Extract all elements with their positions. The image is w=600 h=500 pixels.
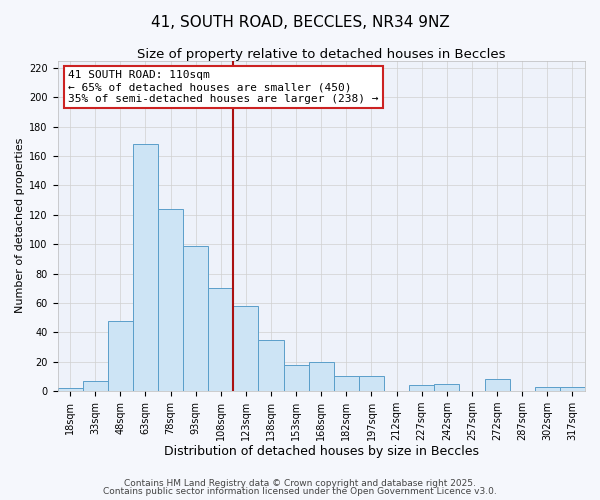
- Text: Contains HM Land Registry data © Crown copyright and database right 2025.: Contains HM Land Registry data © Crown c…: [124, 478, 476, 488]
- Bar: [434, 384, 460, 391]
- Bar: [259, 340, 284, 391]
- Bar: [308, 362, 334, 391]
- Bar: [485, 380, 509, 391]
- Bar: [560, 386, 585, 391]
- Bar: [83, 381, 108, 391]
- Bar: [334, 376, 359, 391]
- Bar: [183, 246, 208, 391]
- Text: 41, SOUTH ROAD, BECCLES, NR34 9NZ: 41, SOUTH ROAD, BECCLES, NR34 9NZ: [151, 15, 449, 30]
- Bar: [158, 209, 183, 391]
- Bar: [359, 376, 384, 391]
- Bar: [133, 144, 158, 391]
- Title: Size of property relative to detached houses in Beccles: Size of property relative to detached ho…: [137, 48, 506, 60]
- Bar: [535, 386, 560, 391]
- Bar: [108, 320, 133, 391]
- Bar: [58, 388, 83, 391]
- Bar: [409, 385, 434, 391]
- Text: Contains public sector information licensed under the Open Government Licence v3: Contains public sector information licen…: [103, 487, 497, 496]
- X-axis label: Distribution of detached houses by size in Beccles: Distribution of detached houses by size …: [164, 444, 479, 458]
- Bar: [284, 364, 308, 391]
- Text: 41 SOUTH ROAD: 110sqm
← 65% of detached houses are smaller (450)
35% of semi-det: 41 SOUTH ROAD: 110sqm ← 65% of detached …: [68, 70, 379, 104]
- Bar: [233, 306, 259, 391]
- Y-axis label: Number of detached properties: Number of detached properties: [15, 138, 25, 314]
- Bar: [208, 288, 233, 391]
